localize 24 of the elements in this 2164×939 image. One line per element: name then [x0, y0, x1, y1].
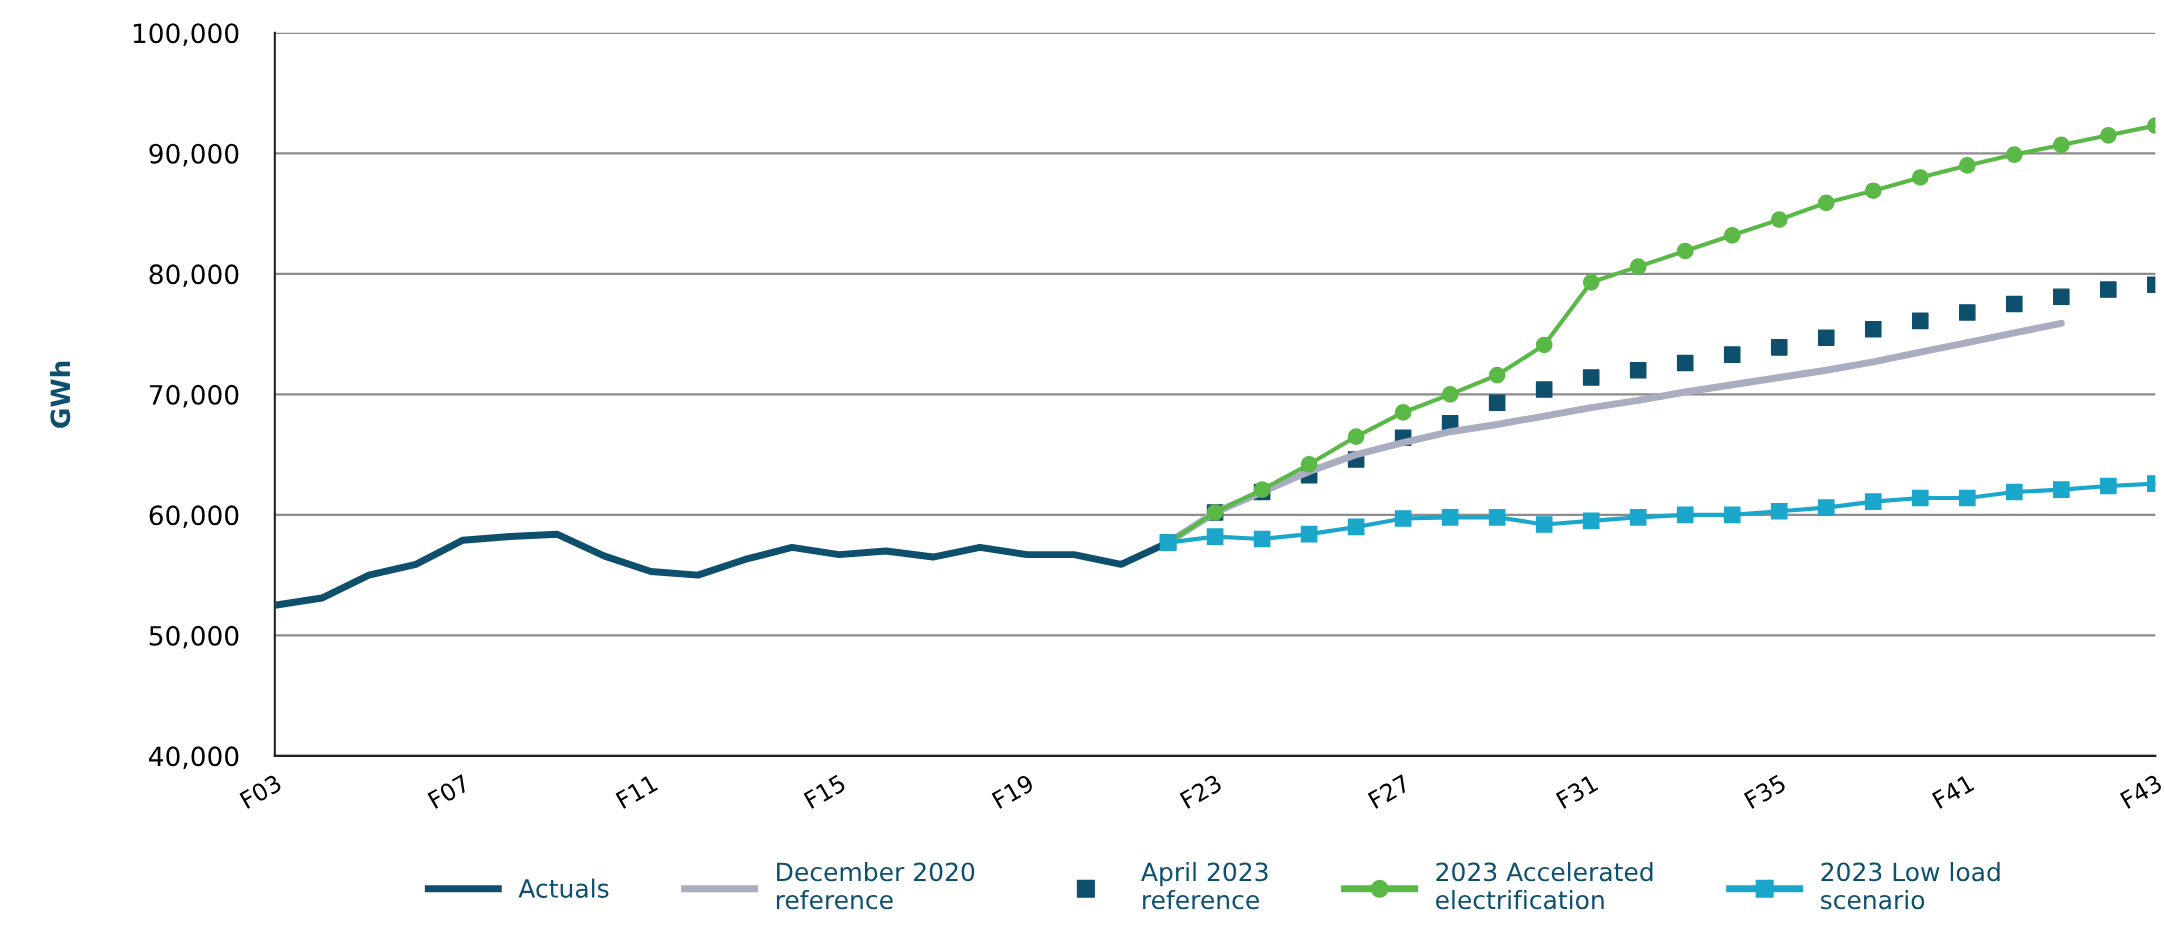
y-tick-label: 40,000	[149, 746, 239, 769]
x-tick-label: F41	[1931, 774, 1975, 809]
y-tick-label: 80,000	[149, 264, 239, 287]
legend-label: Actuals	[518, 878, 609, 898]
legend-label: December 2020 reference	[776, 861, 975, 910]
x-tick-label: F03	[239, 773, 283, 810]
x-tick-label: F07	[427, 773, 471, 810]
y-tick-label: 70,000	[149, 384, 239, 408]
x-tick-label: F15	[803, 774, 847, 810]
y-tick-label: 50,000	[149, 625, 239, 649]
y-tick-label: 60,000	[149, 505, 239, 528]
x-tick-label: F23	[1179, 773, 1223, 810]
y-axis-title: GWh	[49, 361, 71, 428]
x-tick-label: F27	[1367, 773, 1411, 809]
x-tick-label: F11	[615, 774, 659, 809]
x-tick-label: F19	[991, 773, 1035, 810]
legend-label: 2023 Low load scenario	[1821, 861, 2000, 910]
legend-label: April 2023 reference	[1141, 861, 1268, 910]
y-tick-label: 100,000	[133, 23, 239, 46]
y-tick-label: 90,000	[149, 143, 239, 167]
x-tick-label: F31	[1555, 774, 1599, 810]
x-tick-label: F43	[2119, 773, 2163, 810]
legend-label: 2023 Accelerated electrification	[1435, 861, 1653, 910]
x-tick-label: F35	[1743, 773, 1787, 810]
